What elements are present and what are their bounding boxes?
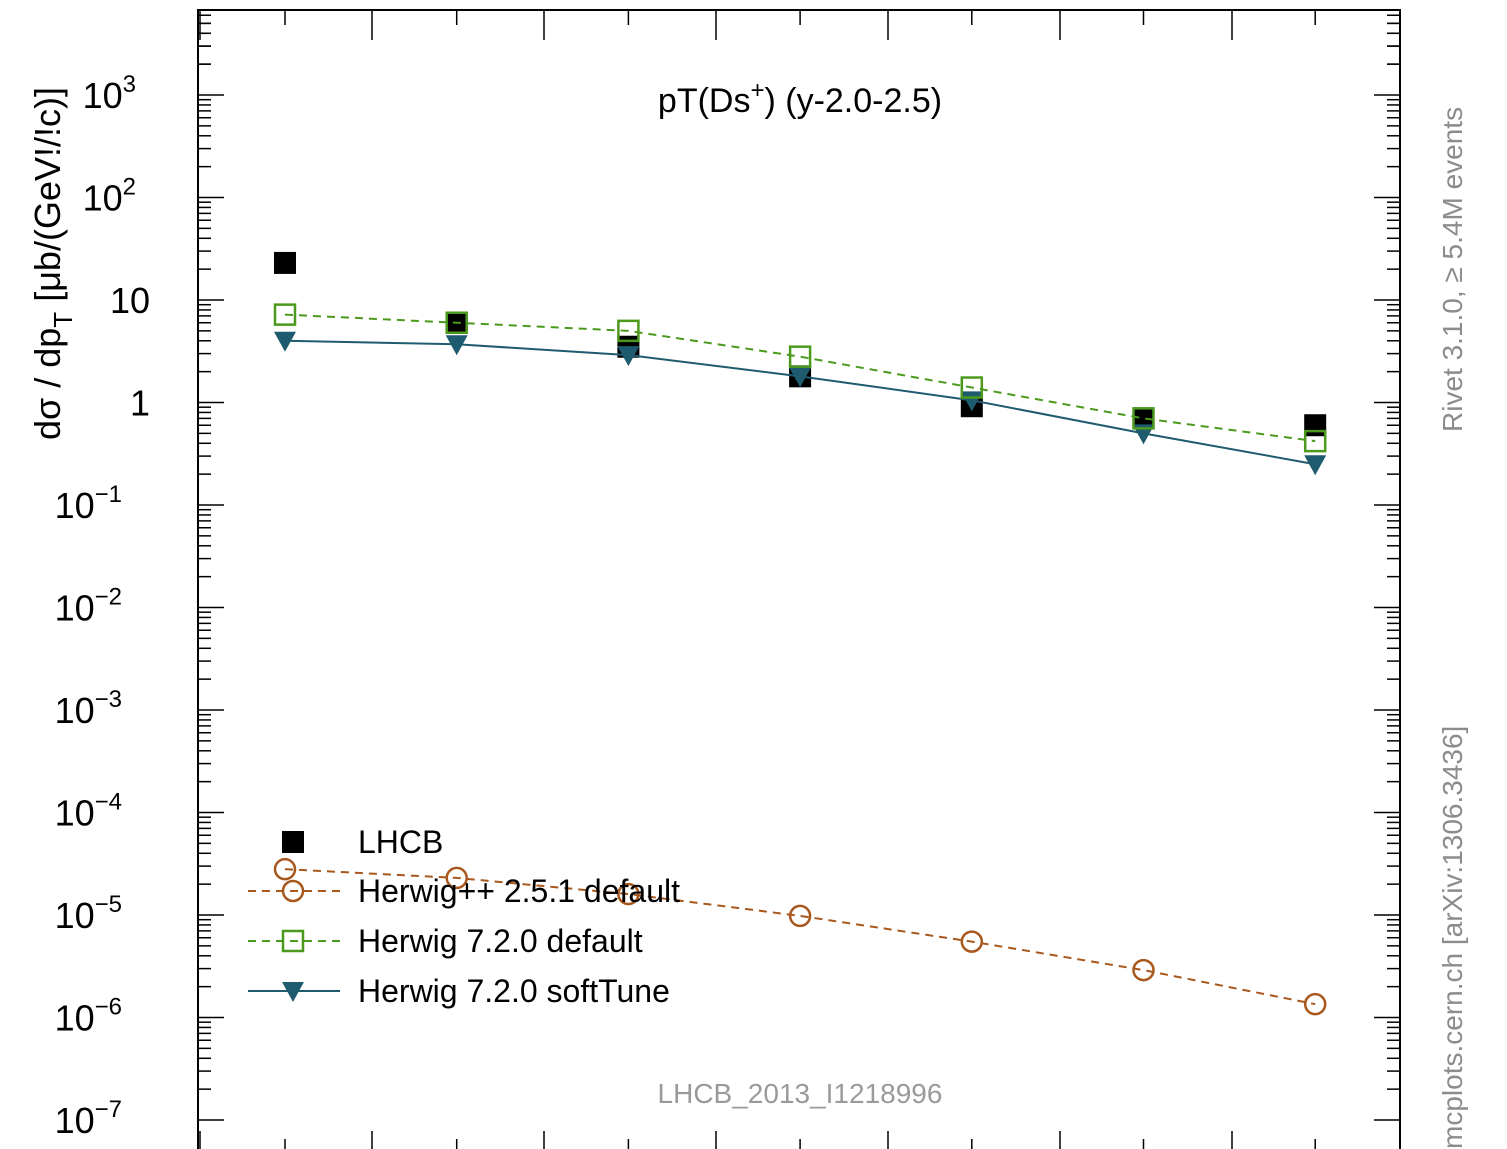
data-point (1304, 455, 1327, 476)
title-tail: ) (y-2.0-2.5) (764, 82, 942, 120)
ylabel-sub: T (48, 312, 78, 328)
data-point (788, 345, 812, 368)
data-point (273, 303, 297, 326)
data-point (1303, 429, 1327, 453)
data-point (1303, 992, 1327, 1016)
y-tick-label: 10 (110, 280, 150, 321)
y-tick-label: 10−7 (55, 1096, 122, 1141)
y-tick-label: 103 (83, 71, 136, 116)
title-sup: + (750, 77, 764, 104)
data-point (445, 311, 468, 334)
legend-label: Herwig 7.2.0 default (358, 923, 643, 959)
data-point (274, 331, 296, 352)
legend-label: Herwig 7.2.0 softTune (358, 973, 670, 1009)
data-point (960, 930, 984, 953)
data-point (1132, 407, 1155, 430)
legend-marker (282, 982, 304, 1002)
ylabel-a: dσ / dp (27, 328, 68, 440)
data-point (445, 335, 468, 356)
legend-marker (282, 831, 304, 853)
rivet-label: Rivet 3.1.0, ≥ 5.4M events (1437, 107, 1468, 432)
data-point (274, 251, 296, 274)
data-point (617, 346, 640, 367)
y-tick-label: 10−6 (55, 994, 122, 1039)
series-herwig-7-2-0-softtune (274, 331, 1327, 476)
y-tick-label: 1 (130, 383, 150, 424)
series-line (284, 313, 1316, 443)
series-line (284, 868, 1316, 1006)
series-line (284, 339, 1316, 466)
data-point (1304, 414, 1327, 437)
y-tick-label: 10−3 (55, 686, 122, 731)
data-point (788, 904, 812, 928)
mcplots-label: mcplots.cern.ch [arXiv:1306.3436] (1437, 726, 1468, 1149)
legend-item: Herwig++ 2.5.1 default (248, 873, 680, 909)
analysis-id: LHCB_2013_I1218996 (658, 1078, 943, 1109)
y-axis-label: dσ / dpT [μb/(GeV!/!c)] (27, 87, 78, 440)
y-tick-label: 10−4 (55, 789, 122, 834)
data-point (960, 376, 984, 399)
legend-item: LHCB (282, 824, 443, 860)
chart-title: pT(Ds+) (y-2.0-2.5) (658, 77, 942, 120)
series-herwig-2-5-1-default (273, 857, 1327, 1016)
data-point (789, 367, 812, 388)
y-tick-label: 10−1 (55, 481, 122, 526)
y-tick-label: 10−5 (55, 891, 122, 936)
axes: 10−7 10−6 10−5 10−4 10−3 10−2 10−1 1 10 102 103 (55, 9, 1401, 1149)
data-point (445, 866, 468, 890)
legend: LHCB Herwig++ 2.5.1 default Herwig 7.2.0 d… (248, 824, 680, 1009)
data-point (617, 882, 640, 906)
series-layer (273, 251, 1327, 1016)
data-point (1132, 407, 1155, 430)
data-point (1132, 958, 1155, 982)
legend-label: Herwig++ 2.5.1 default (358, 873, 680, 909)
data-point (617, 319, 640, 343)
legend-marker (281, 879, 305, 903)
ylabel-b: [μb/(GeV!/!c)] (27, 87, 68, 312)
series-herwig-7-2-0-default (273, 303, 1327, 453)
legend-item: Herwig 7.2.0 default (248, 923, 643, 959)
legend-marker (281, 929, 305, 953)
legend-label: LHCB (358, 824, 443, 860)
data-point (273, 857, 297, 881)
legend-item: Herwig 7.2.0 softTune (248, 973, 670, 1009)
title-main: pT(Ds (658, 82, 751, 120)
y-tick-label: 102 (83, 174, 136, 219)
plot-frame (197, 9, 1401, 1149)
y-tick-label: 10−2 (55, 584, 122, 629)
